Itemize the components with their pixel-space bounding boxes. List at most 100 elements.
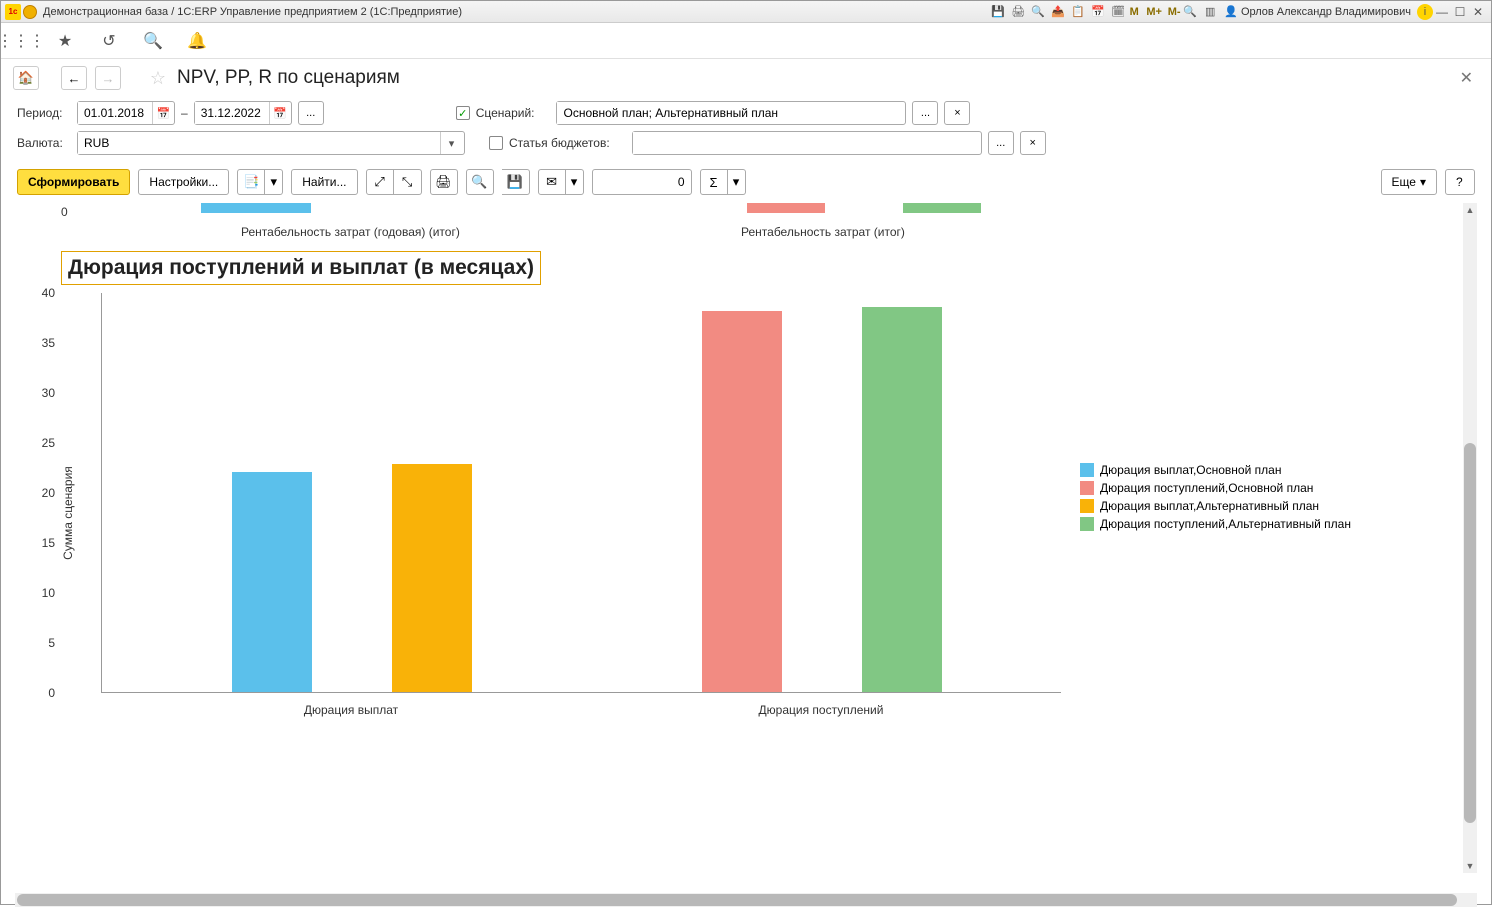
close-tab-button[interactable]: ✕ — [1454, 68, 1479, 88]
chart-bar — [702, 311, 782, 692]
app-menu-dropdown[interactable] — [23, 5, 37, 19]
variants-icon[interactable]: 📑 — [237, 169, 265, 195]
chart-area: Сумма сценария 0510152025303540 Дюрация … — [61, 293, 1061, 733]
print-icon[interactable]: 🖨 — [430, 169, 458, 195]
generate-button[interactable]: Сформировать — [17, 169, 130, 195]
calendar-icon[interactable]: 📅 — [269, 102, 291, 124]
period-from-input[interactable]: 📅 — [77, 101, 175, 125]
toolbar-icon[interactable]: ▥ — [1202, 4, 1218, 20]
more-button[interactable]: Еще ▾ — [1381, 169, 1437, 195]
settings-label: Настройки... — [149, 175, 218, 189]
chart-bar — [392, 464, 472, 692]
scenario-clear-button[interactable]: × — [944, 101, 970, 125]
search-icon[interactable]: 🔍 — [143, 31, 163, 51]
sum-dropdown[interactable]: ▾ — [728, 169, 746, 195]
scroll-down-icon[interactable]: ▼ — [1463, 859, 1477, 873]
preview-icon[interactable]: 🔍 — [466, 169, 494, 195]
prev-bar — [903, 203, 981, 213]
scenario-select-button[interactable]: ... — [912, 101, 938, 125]
currency-field[interactable] — [78, 132, 440, 154]
star-icon[interactable]: ☆ — [147, 67, 169, 89]
legend-label: Дюрация поступлений,Основной план — [1100, 481, 1313, 495]
expand-icon[interactable]: ⤢ — [366, 169, 394, 195]
toolbar-icon[interactable]: 📅 — [1090, 4, 1106, 20]
period-to-field[interactable] — [195, 102, 269, 124]
back-button[interactable]: ← — [61, 66, 87, 90]
toolbar-icon[interactable]: 💾 — [990, 4, 1006, 20]
help-button[interactable]: ? — [1445, 169, 1475, 195]
close-button[interactable]: ✕ — [1469, 5, 1487, 19]
email-icon[interactable]: ✉ — [538, 169, 566, 195]
period-more-button[interactable]: ... — [298, 101, 324, 125]
scenario-label: Сценарий: — [476, 106, 535, 120]
filters: Период: 📅 – 📅 ... Сценарий: ... × Валюта… — [1, 97, 1491, 165]
y-tick: 15 — [31, 536, 55, 550]
budget-select-button[interactable]: ... — [988, 131, 1014, 155]
y-tick: 20 — [31, 486, 55, 500]
save-icon[interactable]: 💾 — [502, 169, 530, 195]
apps-icon[interactable]: ⋮⋮⋮ — [11, 31, 31, 51]
page-title: NPV, PP, R по сценариям — [177, 67, 400, 89]
y-tick: 5 — [31, 636, 55, 650]
calc-m-button[interactable]: M — [1126, 4, 1142, 20]
titlebar-right-icons: 🔍▥ — [1182, 4, 1218, 20]
favorites-icon[interactable]: ★ — [55, 31, 75, 51]
variants-dropdown[interactable]: ▾ — [265, 169, 283, 195]
notifications-icon[interactable]: 🔔 — [187, 31, 207, 51]
y-tick: 30 — [31, 386, 55, 400]
dropdown-icon[interactable]: ▾ — [440, 132, 462, 154]
budget-field[interactable] — [633, 132, 979, 154]
email-dropdown[interactable]: ▾ — [566, 169, 584, 195]
toolbar-icon[interactable]: 🖨 — [1010, 4, 1026, 20]
chart-plot — [101, 293, 1061, 693]
chart-bar — [232, 472, 312, 692]
legend-item: Дюрация выплат,Альтернативный план — [1080, 499, 1351, 513]
chart-title: Дюрация поступлений и выплат (в месяцах) — [61, 251, 541, 285]
scroll-up-icon[interactable]: ▲ — [1463, 203, 1477, 217]
legend-item: Дюрация выплат,Основной план — [1080, 463, 1351, 477]
legend-item: Дюрация поступлений,Основной план — [1080, 481, 1351, 495]
vscroll-thumb[interactable] — [1464, 443, 1476, 823]
info-icon[interactable]: i — [1417, 4, 1433, 20]
toolbar-icon[interactable]: 📤 — [1050, 4, 1066, 20]
titlebar: 1c Демонстрационная база / 1С:ERP Управл… — [1, 1, 1491, 23]
vertical-scrollbar[interactable]: ▲ ▼ — [1463, 203, 1477, 873]
y-tick: 0 — [31, 686, 55, 700]
currency-input[interactable]: ▾ — [77, 131, 465, 155]
find-button[interactable]: Найти... — [291, 169, 357, 195]
x-axis-label: Дюрация поступлений — [741, 703, 901, 717]
calendar-icon[interactable]: 📅 — [152, 102, 174, 124]
hscroll-thumb[interactable] — [17, 894, 1457, 906]
toolbar-icon[interactable]: 🔍 — [1182, 4, 1198, 20]
period-from-field[interactable] — [78, 102, 152, 124]
collapse-icon[interactable]: ⤡ — [394, 169, 422, 195]
calc-m+-button[interactable]: M+ — [1146, 4, 1162, 20]
sum-icon[interactable]: Σ — [700, 169, 728, 195]
budget-input[interactable] — [632, 131, 982, 155]
toolbar-icon[interactable]: 🔍 — [1030, 4, 1046, 20]
titlebar-icons: 💾🖨🔍📤📋📅🗓 — [990, 4, 1126, 20]
period-to-input[interactable]: 📅 — [194, 101, 292, 125]
scenario-checkbox[interactable] — [456, 106, 470, 120]
y-tick: 40 — [31, 286, 55, 300]
settings-button[interactable]: Настройки... — [138, 169, 229, 195]
scenario-field[interactable] — [557, 102, 903, 124]
chart-legend: Дюрация выплат,Основной план Дюрация пост… — [1080, 463, 1351, 535]
minimize-button[interactable]: — — [1433, 5, 1451, 19]
toolbar-icon[interactable]: 📋 — [1070, 4, 1086, 20]
user-label[interactable]: 👤 Орлов Александр Владимирович — [1218, 5, 1417, 18]
forward-button[interactable]: → — [95, 66, 121, 90]
budget-checkbox[interactable] — [489, 136, 503, 150]
budget-clear-button[interactable]: × — [1020, 131, 1046, 155]
more-label: Еще — [1392, 175, 1416, 189]
y-tick: 25 — [31, 436, 55, 450]
scenario-input[interactable] — [556, 101, 906, 125]
y-axis-label: Сумма сценария — [61, 466, 75, 560]
sum-input[interactable] — [592, 169, 692, 195]
history-icon[interactable]: ↺ — [99, 31, 119, 51]
calc-m--button[interactable]: M- — [1166, 4, 1182, 20]
maximize-button[interactable]: ☐ — [1451, 5, 1469, 19]
home-button[interactable]: 🏠 — [13, 66, 39, 90]
action-bar: Сформировать Настройки... 📑 ▾ Найти... ⤢… — [1, 165, 1491, 203]
toolbar-icon[interactable]: 🗓 — [1110, 4, 1126, 20]
